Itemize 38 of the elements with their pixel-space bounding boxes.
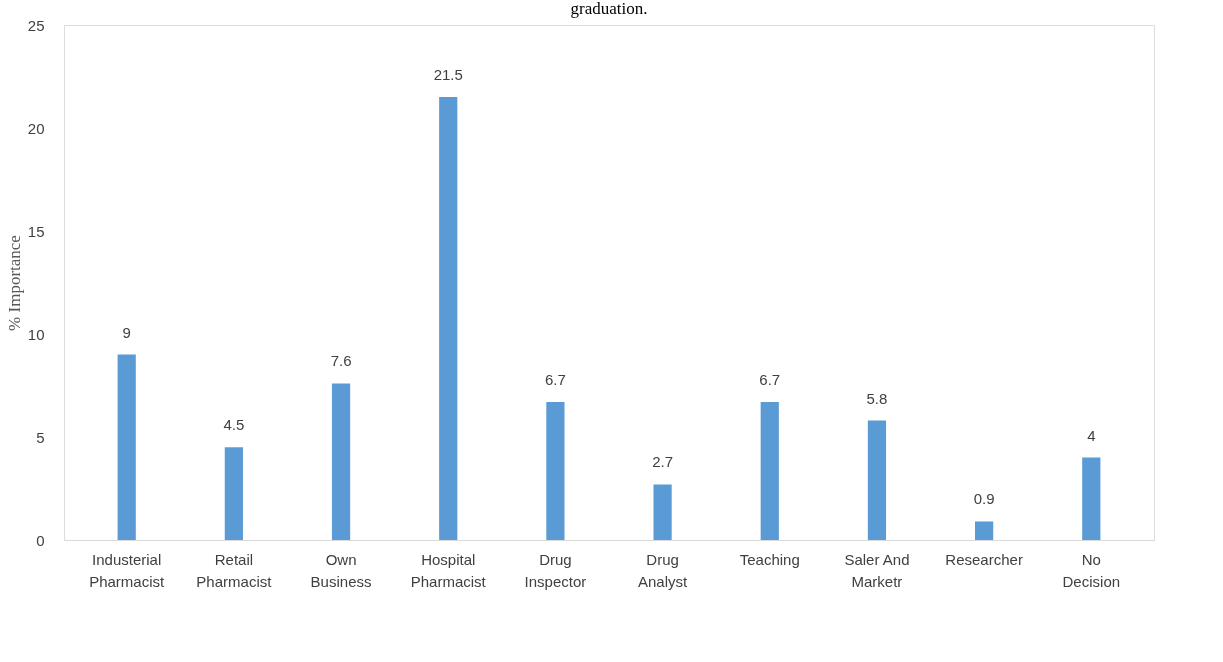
bar: [117, 354, 136, 540]
x-tick-label: Drug Inspector: [524, 550, 587, 590]
data-label: 9: [122, 323, 131, 341]
x-tick-label: Industerial Pharmacist: [89, 550, 166, 590]
bar: [439, 97, 458, 540]
data-label: 7.6: [330, 352, 352, 370]
data-label: 0.9: [973, 490, 995, 508]
x-tick-label: Drug Analyst: [637, 550, 689, 590]
chart-title: graduation.: [570, 0, 648, 18]
bar: [867, 420, 887, 540]
y-axis-title: % Importance: [4, 235, 24, 331]
x-tick-label: Saler And Marketr: [844, 550, 910, 590]
y-tick-label: 0: [36, 531, 45, 549]
x-tick-label: No Decision: [1062, 550, 1121, 590]
data-label: 21.5: [433, 66, 463, 84]
y-tick-label: 25: [27, 16, 45, 34]
bar: [760, 401, 779, 540]
y-tick-label: 5: [36, 428, 45, 446]
bar: [975, 521, 994, 540]
x-tick-label: Researcher: [945, 550, 1023, 568]
bar: [1082, 457, 1101, 540]
data-label: 6.7: [544, 370, 566, 388]
data-label: 4: [1087, 426, 1096, 444]
data-label: 4.5: [223, 416, 245, 434]
data-label: 5.8: [866, 389, 888, 407]
bar: [224, 447, 243, 540]
x-tick-label: Own Business: [310, 550, 372, 590]
y-tick-label: 20: [27, 119, 45, 137]
bar: [653, 484, 672, 540]
data-label: 6.7: [759, 370, 781, 388]
bar: [546, 401, 565, 540]
data-label: 2.7: [652, 453, 674, 471]
y-tick-label: 15: [27, 222, 45, 240]
x-tick-label: Retail Pharmacist: [196, 550, 273, 590]
bar: [331, 383, 351, 540]
x-tick-label: Hospital Pharmacist: [410, 550, 487, 590]
x-tick-label: Teaching: [739, 550, 800, 568]
y-tick-label: 10: [27, 325, 45, 343]
